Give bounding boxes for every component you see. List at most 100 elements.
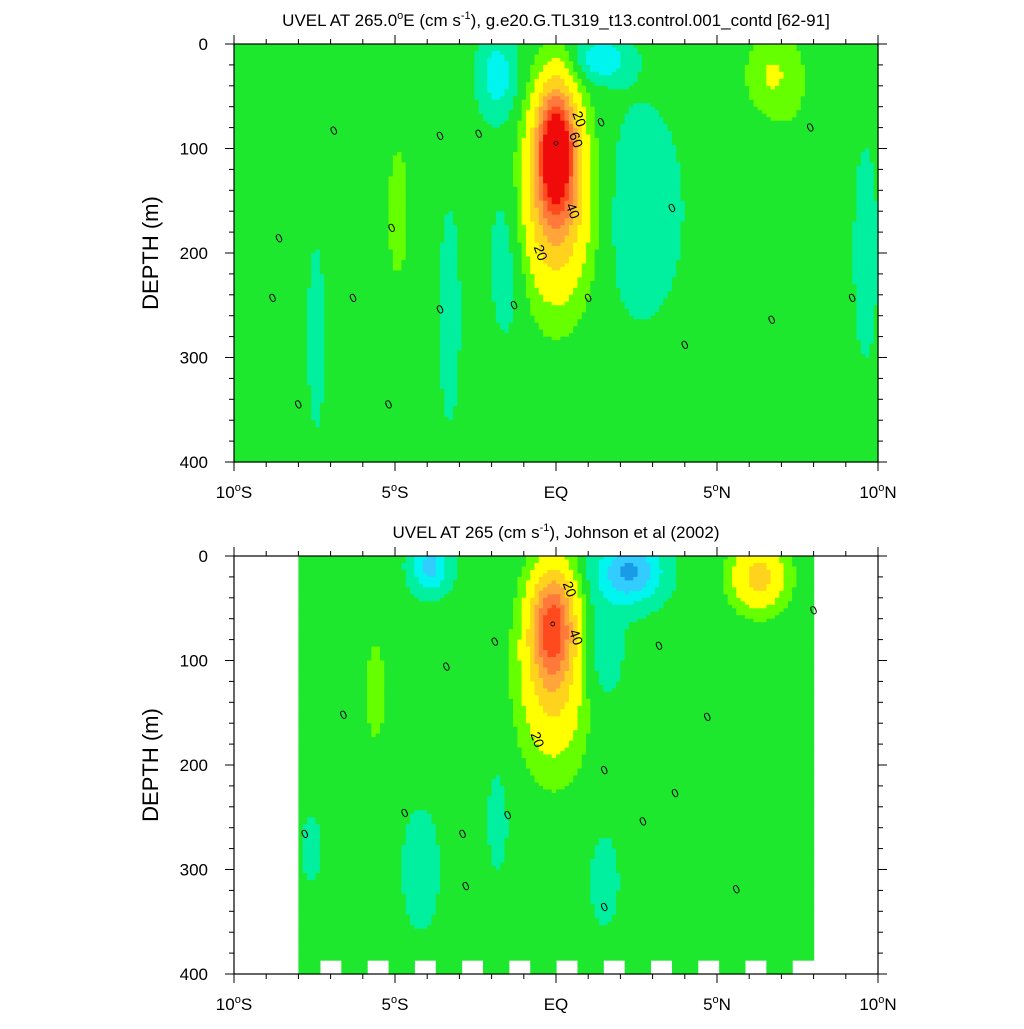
contour-cell — [311, 100, 316, 104]
contour-cell — [346, 100, 351, 104]
contour-cell — [346, 330, 351, 334]
contour-cell — [363, 330, 368, 334]
contour-cell — [389, 284, 394, 288]
contour-cell — [328, 277, 333, 281]
contour-cell — [397, 256, 402, 260]
contour-cell — [273, 347, 278, 351]
contour-cell — [303, 410, 308, 414]
contour-cell — [376, 138, 381, 142]
contour-cell — [277, 121, 282, 125]
contour-cell — [406, 333, 411, 337]
contour-cell — [255, 173, 260, 177]
contour-cell — [328, 298, 333, 302]
contour-cell — [393, 375, 398, 379]
contour-cell — [346, 340, 351, 344]
contour-cell — [311, 162, 316, 166]
contour-cell — [354, 448, 359, 452]
contour-cell — [311, 152, 316, 156]
contour-cell — [243, 86, 248, 90]
contour-cell — [286, 420, 291, 424]
contour-cell — [243, 232, 248, 236]
contour-cell — [238, 124, 243, 128]
contour-cell — [281, 47, 286, 51]
contour-cell — [350, 86, 355, 90]
contour-cell — [303, 389, 308, 393]
contour-cell — [251, 173, 256, 177]
contour-cell — [264, 75, 269, 79]
contour-cell — [294, 284, 299, 288]
contour-cell — [243, 201, 248, 205]
contour-cell — [264, 448, 269, 452]
contour-cell — [294, 420, 299, 424]
contour-cell — [303, 361, 308, 365]
contour-cell — [397, 431, 402, 435]
contour-cell — [389, 47, 394, 51]
contour-cell — [359, 135, 364, 139]
contour-cell — [337, 326, 342, 330]
contour-cell — [371, 93, 376, 97]
contour-cell — [307, 152, 312, 156]
contour-cell — [316, 298, 321, 302]
contour-cell — [324, 82, 329, 86]
contour-cell — [307, 330, 312, 334]
contour-cell — [367, 333, 372, 337]
contour-cell — [393, 236, 398, 240]
contour-cell — [397, 114, 402, 118]
contour-cell — [234, 142, 239, 146]
contour-cell — [328, 145, 333, 149]
contour-cell — [333, 204, 338, 208]
contour-cell — [367, 354, 372, 358]
contour-cell — [346, 239, 351, 243]
contour-cell — [255, 194, 260, 198]
contour-cell — [307, 204, 312, 208]
contour-cell — [380, 114, 385, 118]
contour-cell — [401, 417, 406, 421]
contour-cell — [273, 138, 278, 142]
contour-cell — [247, 103, 252, 107]
contour-cell — [260, 215, 265, 219]
contour-cell — [333, 431, 338, 435]
contour-cell — [294, 270, 299, 274]
contour-cell — [389, 263, 394, 267]
contour-cell — [286, 323, 291, 327]
contour-cell — [389, 68, 394, 72]
contour-cell — [367, 236, 372, 240]
contour-cell — [376, 396, 381, 400]
contour-cell — [286, 121, 291, 125]
contour-cell — [406, 267, 411, 271]
contour-cell — [363, 44, 368, 48]
contour-cell — [328, 420, 333, 424]
contour-cell — [260, 204, 265, 208]
contour-cell — [324, 319, 329, 323]
contour-cell — [401, 375, 406, 379]
contour-cell — [337, 340, 342, 344]
contour-cell — [298, 323, 303, 327]
contour-cell — [393, 267, 398, 271]
contour-cell — [273, 326, 278, 330]
contour-cell — [393, 239, 398, 243]
contour-cell — [350, 79, 355, 83]
contour-cell — [251, 236, 256, 240]
contour-cell — [238, 82, 243, 86]
contour-cell — [316, 403, 321, 407]
contour-cell — [290, 93, 295, 97]
contour-cell — [311, 93, 316, 97]
contour-cell — [286, 239, 291, 243]
contour-cell — [290, 183, 295, 187]
contour-cell — [260, 131, 265, 135]
contour-cell — [363, 190, 368, 194]
contour-cell — [273, 319, 278, 323]
contour-cell — [376, 162, 381, 166]
contour-cell — [238, 253, 243, 257]
contour-cell — [320, 96, 325, 100]
contour-cell — [401, 410, 406, 414]
contour-cell — [397, 319, 402, 323]
contour-cell — [410, 103, 415, 107]
contour-cell — [380, 201, 385, 205]
contour-cell — [255, 455, 260, 459]
contour-cell — [290, 246, 295, 250]
contour-cell — [380, 288, 385, 292]
contour-cell — [290, 82, 295, 86]
contour-cell — [320, 54, 325, 58]
contour-cell — [243, 441, 248, 445]
